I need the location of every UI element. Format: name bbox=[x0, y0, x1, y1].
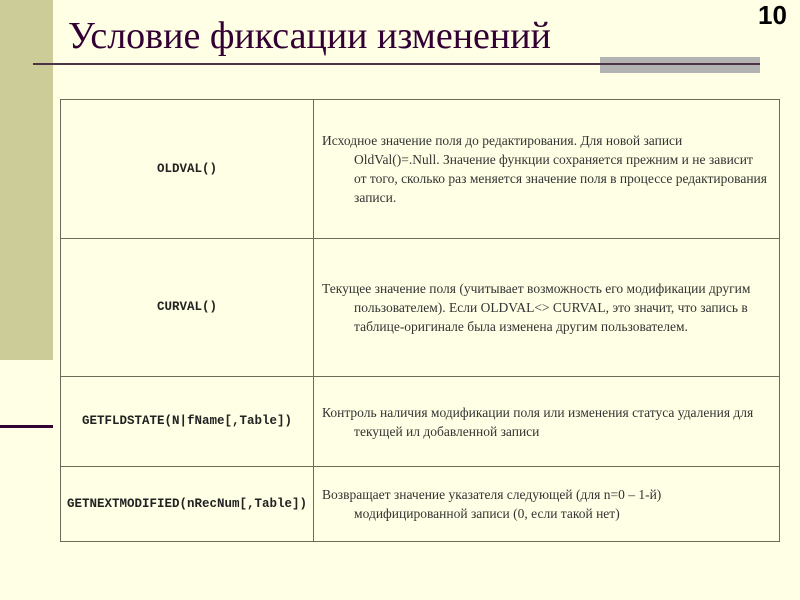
functions-table: OLDVAL() Исходное значение поля до редак… bbox=[59, 99, 780, 542]
function-name: CURVAL() bbox=[59, 238, 315, 377]
description-text: Исходное значение поля до редактирования… bbox=[322, 133, 767, 205]
table-row: OLDVAL() Исходное значение поля до редак… bbox=[59, 99, 780, 239]
slide-number: 10 bbox=[758, 0, 787, 30]
decorative-accent-line bbox=[0, 425, 53, 428]
decorative-sidebar bbox=[0, 0, 53, 360]
function-description: Исходное значение поля до редактирования… bbox=[313, 99, 780, 239]
function-description: Текущее значение поля (учитывает возможн… bbox=[313, 238, 780, 377]
function-name: OLDVAL() bbox=[59, 99, 315, 239]
description-text: Возвращает значение указателя следующей … bbox=[322, 487, 662, 521]
description-text: Контроль наличия модификации поля или из… bbox=[322, 404, 754, 439]
table-row: CURVAL() Текущее значение поля (учитывае… bbox=[59, 238, 780, 377]
table-row: GETFLDSTATE(N|fName[,Table]) Контроль на… bbox=[59, 376, 780, 467]
function-name: GETNEXTMODIFIED(nRecNum[,Table]) bbox=[59, 466, 315, 542]
description-text: Текущее значение поля (учитывает возможн… bbox=[322, 281, 751, 334]
title-underline-shadow bbox=[600, 57, 760, 73]
function-description: Контроль наличия модификации поля или из… bbox=[313, 376, 780, 467]
table-row: GETNEXTMODIFIED(nRecNum[,Table]) Возвращ… bbox=[59, 466, 780, 542]
title-underline bbox=[33, 63, 760, 65]
function-description: Возвращает значение указателя следующей … bbox=[313, 466, 780, 542]
function-name: GETFLDSTATE(N|fName[,Table]) bbox=[59, 376, 315, 467]
slide-title: Условие фиксации изменений bbox=[68, 15, 551, 57]
